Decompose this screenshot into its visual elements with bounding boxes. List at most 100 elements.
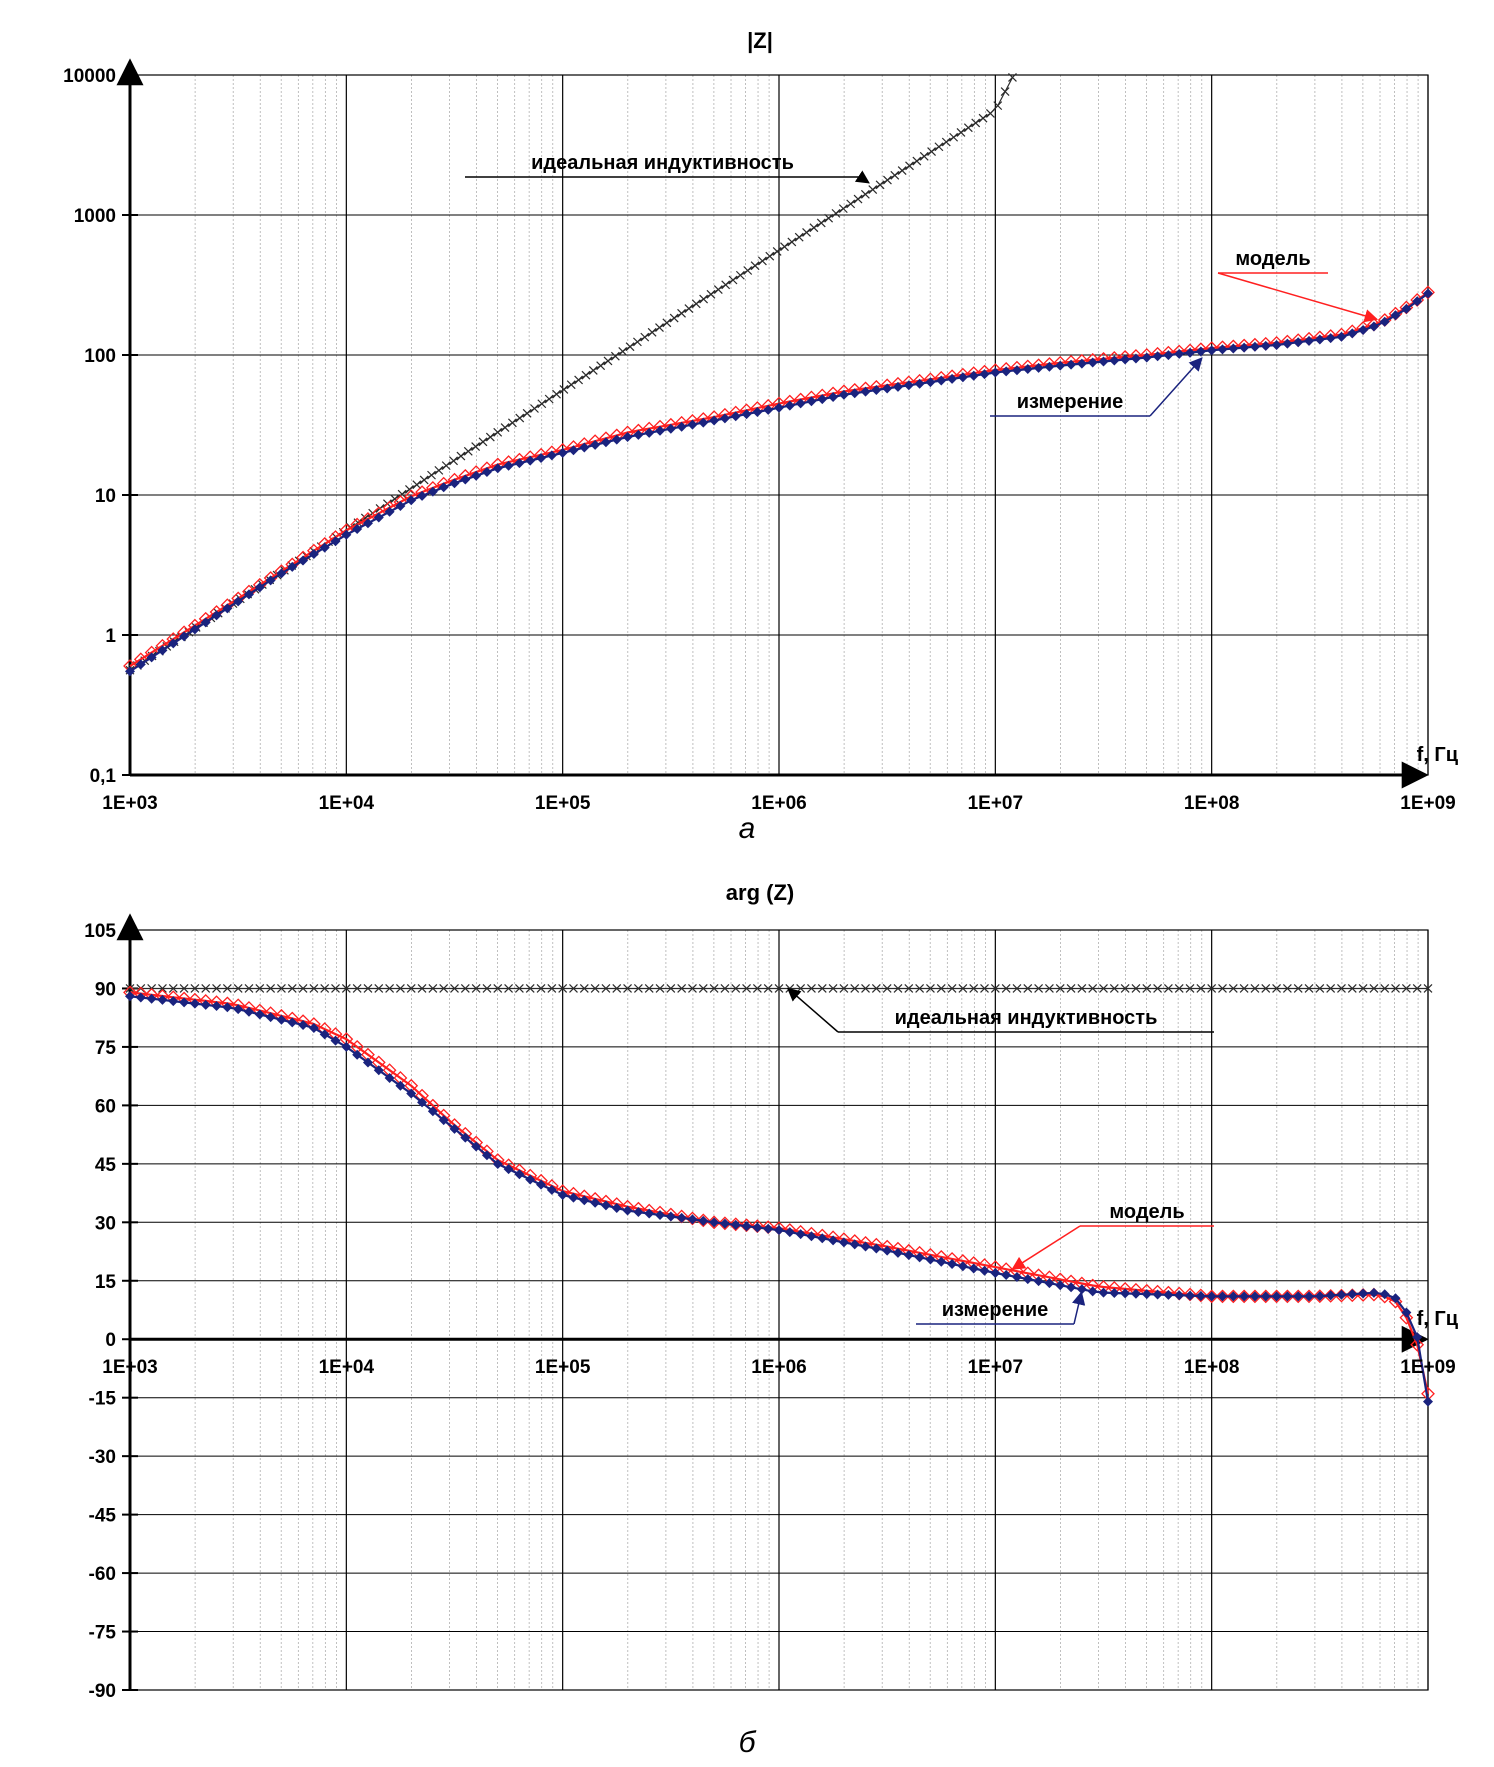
data-point [993, 101, 1003, 111]
x-tick-label: 1E+05 [535, 1357, 591, 1378]
data-point [1206, 1291, 1217, 1302]
chart0-grid [129, 74, 1429, 776]
data-point [1185, 984, 1195, 993]
chart1-sublabel: б [739, 1726, 757, 1759]
data-point [201, 984, 211, 993]
x-tick-label: 1E+03 [102, 793, 157, 814]
data-point [1390, 310, 1401, 321]
data-point [558, 984, 568, 993]
data-point [925, 1254, 936, 1265]
data-point [1325, 1290, 1336, 1301]
data-point [838, 389, 849, 400]
data-point [640, 332, 650, 342]
data-point [676, 421, 687, 432]
x-tick-label: 1E+07 [968, 1357, 1023, 1378]
data-point [590, 1197, 601, 1208]
data-point [739, 1218, 754, 1233]
data-point [439, 984, 449, 993]
data-point [1034, 984, 1044, 993]
data-point [1001, 984, 1011, 993]
data-point [1347, 984, 1357, 993]
data-point [287, 984, 297, 993]
data-point [1347, 328, 1358, 339]
data-point [211, 1001, 222, 1012]
data-point [1410, 1337, 1425, 1352]
data-point [860, 1241, 871, 1252]
data-point [492, 1158, 503, 1169]
data-point [763, 1223, 774, 1234]
y-tick-label: 1 [105, 626, 116, 647]
data-point [514, 458, 525, 469]
data-point [471, 470, 482, 481]
data-point [1347, 1289, 1358, 1300]
data-point [588, 366, 598, 375]
data-point [1314, 1291, 1325, 1302]
data-point [277, 984, 286, 993]
data-point [1228, 1291, 1239, 1302]
data-point [395, 500, 406, 511]
data-point [590, 439, 601, 450]
data-point [979, 1265, 990, 1276]
data-point [1141, 352, 1152, 363]
data-point [947, 373, 958, 384]
data-point [927, 147, 936, 156]
data-point [525, 1174, 536, 1185]
data-point [1423, 288, 1433, 299]
data-point [481, 1150, 492, 1161]
data-point [1239, 1291, 1250, 1302]
data-point [1388, 1294, 1403, 1309]
data-point [871, 385, 882, 396]
data-point [168, 984, 178, 993]
data-point [719, 413, 730, 424]
data-point [1022, 1274, 1033, 1285]
data-point [1358, 984, 1368, 993]
data-point [735, 270, 745, 280]
data-point [882, 1245, 893, 1256]
data-point [655, 1209, 666, 1220]
data-point [579, 442, 590, 453]
data-point [449, 478, 460, 489]
data-point [146, 652, 157, 663]
data-point [893, 984, 903, 993]
data-point [968, 1263, 979, 1274]
data-point [1088, 984, 1098, 993]
data-point [168, 638, 179, 649]
data-point [706, 289, 716, 299]
data-point [233, 596, 244, 607]
data-point [471, 984, 481, 993]
x-tick-label: 1E+07 [968, 793, 1023, 814]
annotation-ideal-inductance: идеальная индуктивность [465, 152, 870, 184]
data-point [750, 261, 760, 271]
data-point [817, 394, 828, 405]
data-point [957, 372, 968, 383]
data-point [1142, 984, 1152, 993]
data-point [536, 1179, 547, 1190]
data-point [713, 285, 723, 294]
data-point [373, 512, 384, 523]
data-point [341, 984, 351, 993]
annotation-measurement: измерение [990, 357, 1203, 417]
data-point [557, 447, 568, 458]
data-point [568, 445, 579, 456]
data-point [395, 1080, 406, 1091]
data-point [1120, 354, 1131, 365]
data-point [752, 984, 762, 993]
data-point [1152, 1289, 1163, 1300]
data-point [600, 1200, 611, 1211]
annotation-ideal-inductance: идеальная индуктивность [786, 987, 1214, 1033]
data-point [941, 137, 951, 147]
y-tick-label: -30 [89, 1447, 116, 1468]
data-point [255, 984, 265, 993]
data-point [698, 1215, 709, 1226]
data-point [698, 417, 709, 428]
data-point [1369, 984, 1379, 993]
data-point [1314, 334, 1325, 345]
data-point [1022, 364, 1033, 375]
data-point [655, 984, 665, 993]
y-tick-label: 100 [84, 346, 116, 367]
data-point [644, 1208, 655, 1219]
data-point [1399, 1310, 1414, 1325]
data-point [319, 1029, 330, 1040]
data-point [352, 984, 362, 993]
